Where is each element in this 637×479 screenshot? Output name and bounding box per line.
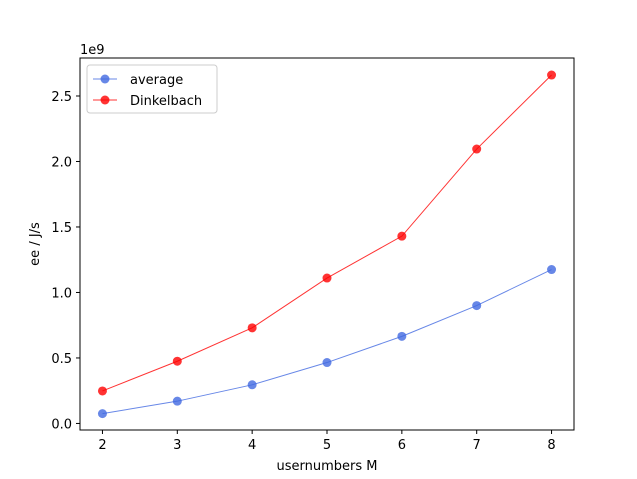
legend-label-dinkelbach: Dinkelbach bbox=[130, 94, 202, 109]
legend: average Dinkelbach bbox=[86, 64, 218, 114]
data-point-dinkelbach bbox=[322, 273, 332, 283]
series-line-average bbox=[102, 269, 552, 415]
data-point-average bbox=[472, 301, 482, 311]
data-point-average bbox=[172, 396, 182, 406]
legend-marker-average bbox=[100, 74, 110, 84]
y-tick-label: 2.0 bbox=[51, 155, 72, 170]
y-tick-label: 0.5 bbox=[51, 352, 72, 367]
data-point-dinkelbach bbox=[97, 386, 107, 396]
x-tick-label: 4 bbox=[248, 438, 256, 453]
data-point-average bbox=[322, 358, 332, 368]
legend-marker-dinkelbach bbox=[100, 95, 110, 105]
x-tick-label: 8 bbox=[547, 438, 555, 453]
data-point-dinkelbach bbox=[172, 356, 182, 366]
axes-frame bbox=[79, 57, 575, 431]
x-tick-label: 6 bbox=[398, 438, 406, 453]
x-tick-label: 7 bbox=[473, 438, 481, 453]
data-point-dinkelbach bbox=[472, 144, 482, 154]
series-line-dinkelbach bbox=[102, 74, 552, 392]
x-tick-label: 2 bbox=[98, 438, 106, 453]
data-point-dinkelbach bbox=[397, 231, 407, 241]
y-tick-label: 0.0 bbox=[51, 417, 72, 432]
data-point-average bbox=[547, 265, 557, 275]
y-axis-label: ee / J/s bbox=[28, 222, 43, 266]
y-tick-label: 2.5 bbox=[51, 90, 72, 105]
y-offset-label: 1e9 bbox=[80, 43, 105, 58]
legend-box bbox=[86, 64, 218, 114]
y-tick-label: 1.0 bbox=[51, 286, 72, 301]
data-point-average bbox=[97, 409, 107, 419]
series-layer bbox=[97, 70, 557, 419]
data-point-dinkelbach bbox=[247, 323, 257, 333]
y-ticks: 0.0 0.5 1.0 1.5 2.0 2.5 bbox=[51, 90, 80, 432]
x-ticks: 2 3 4 5 6 7 8 bbox=[98, 430, 556, 453]
data-point-dinkelbach bbox=[547, 70, 557, 80]
data-point-average bbox=[397, 331, 407, 341]
x-axis-label: usernumbers M bbox=[277, 459, 378, 474]
y-tick-label: 1.5 bbox=[51, 221, 72, 236]
legend-label-average: average bbox=[130, 73, 183, 88]
x-tick-label: 5 bbox=[323, 438, 331, 453]
data-point-average bbox=[247, 380, 257, 390]
x-tick-label: 3 bbox=[173, 438, 181, 453]
